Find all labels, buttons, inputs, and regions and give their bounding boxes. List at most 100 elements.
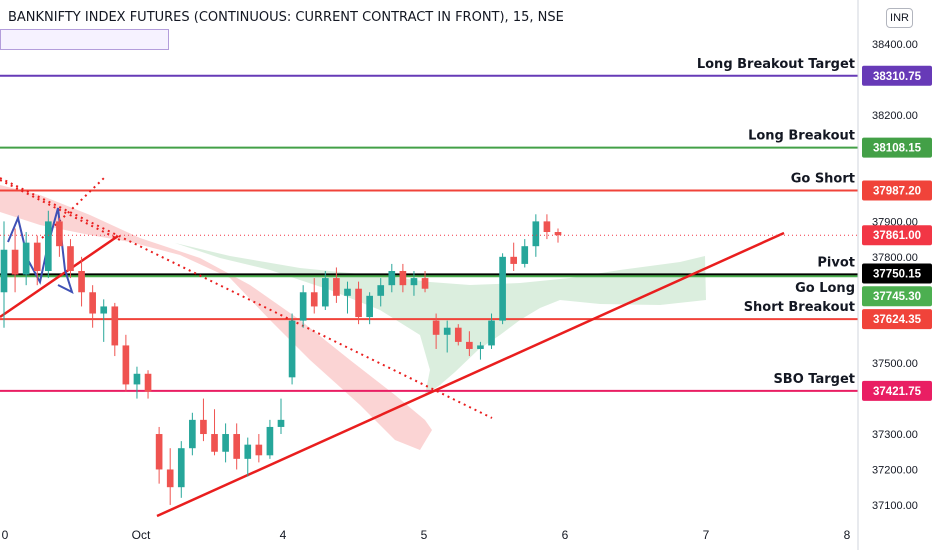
bearish-cloud bbox=[0, 185, 432, 450]
candle-body bbox=[89, 292, 96, 314]
candle-body bbox=[122, 345, 130, 385]
candle-body bbox=[454, 327, 462, 342]
price-tag-label: 38310.75 bbox=[873, 71, 922, 83]
candle-body bbox=[355, 288, 362, 318]
candle-body bbox=[67, 246, 74, 271]
candle-body bbox=[255, 444, 263, 456]
candle-body bbox=[233, 434, 241, 459]
candle-body bbox=[200, 419, 207, 435]
candle-body bbox=[410, 278, 418, 286]
candle-body bbox=[477, 345, 484, 349]
candle-body bbox=[554, 232, 562, 236]
candle-body bbox=[543, 221, 551, 233]
x-tick-label: Oct bbox=[132, 528, 151, 542]
level-label: SBO Target bbox=[773, 372, 855, 387]
last-price-tag-label: 37861.00 bbox=[873, 230, 921, 242]
y-tick-label: 38200.00 bbox=[872, 110, 918, 122]
candle-body bbox=[421, 278, 429, 289]
y-tick-label: 37300.00 bbox=[872, 429, 918, 441]
dotted-channel-top bbox=[0, 179, 121, 241]
price-tag bbox=[862, 380, 932, 401]
y-tick-label: 37100.00 bbox=[872, 500, 918, 512]
last-price-tag bbox=[862, 225, 932, 246]
candle-body bbox=[56, 221, 63, 247]
candle-body bbox=[11, 249, 19, 275]
candle-body bbox=[366, 295, 373, 318]
candle-body bbox=[44, 221, 52, 271]
descending-dotted-trendline bbox=[0, 177, 493, 419]
candle-body bbox=[33, 242, 41, 271]
candle-body bbox=[189, 419, 196, 449]
candle-body bbox=[78, 271, 85, 293]
candle-body bbox=[499, 256, 506, 321]
candle-body bbox=[466, 341, 473, 349]
candle-body bbox=[432, 320, 440, 335]
drawings bbox=[0, 176, 785, 518]
y-tick-label: 37800.00 bbox=[872, 252, 918, 264]
level-labels: Long Breakout Target Long Breakout Go Shor… bbox=[697, 57, 855, 387]
level-label: Short Breakout bbox=[744, 300, 855, 315]
candle-body bbox=[0, 249, 8, 293]
ascending-trendline bbox=[156, 231, 785, 518]
candle-body bbox=[166, 469, 174, 488]
candle-body bbox=[22, 242, 30, 275]
candle-body bbox=[266, 426, 274, 456]
price-tag-label: 37745.30 bbox=[873, 291, 921, 303]
candle-body bbox=[133, 373, 141, 385]
candle-body bbox=[299, 292, 307, 321]
dotted-ray bbox=[41, 176, 106, 239]
price-tag bbox=[862, 180, 932, 201]
x-tick-label: 7 bbox=[703, 528, 710, 542]
candles bbox=[0, 210, 562, 505]
x-tick-label: 4 bbox=[280, 528, 287, 542]
candle-body bbox=[288, 320, 296, 378]
level-label: Go Long bbox=[795, 281, 855, 296]
candle-body bbox=[111, 306, 119, 346]
candle-body bbox=[388, 271, 396, 286]
level-label: Pivot bbox=[817, 255, 855, 270]
left-trendline bbox=[0, 234, 119, 319]
price-tag-label: 37750.15 bbox=[873, 268, 922, 280]
candle-body bbox=[377, 285, 385, 296]
candle-body bbox=[155, 434, 163, 470]
x-tick-label: 0 bbox=[2, 528, 9, 542]
price-tag bbox=[862, 65, 932, 86]
x-tick-label: 5 bbox=[421, 528, 428, 542]
cloud-layer bbox=[0, 185, 706, 450]
candle-body bbox=[222, 434, 229, 452]
y-tick-label: 37500.00 bbox=[872, 358, 918, 370]
price-tag bbox=[862, 309, 932, 330]
indicator-legend-box[interactable] bbox=[0, 29, 169, 50]
chart-title: BANKNIFTY INDEX FUTURES (CONTINUOUS: CUR… bbox=[8, 10, 564, 25]
price-tag bbox=[862, 263, 932, 284]
y-tick-label: 38400.00 bbox=[872, 39, 918, 51]
level-label: Go Short bbox=[791, 171, 855, 186]
price-tag-label: 38108.15 bbox=[873, 143, 922, 155]
level-label: Long Breakout Target bbox=[697, 57, 855, 72]
price-tag-label: 37421.75 bbox=[873, 386, 922, 398]
price-tag-label: 37987.20 bbox=[873, 185, 921, 197]
currency-button[interactable]: INR bbox=[886, 8, 913, 28]
candle-body bbox=[344, 288, 351, 296]
candle-body bbox=[532, 221, 540, 247]
candle-body bbox=[211, 434, 218, 452]
candle-body bbox=[333, 278, 340, 296]
y-tick-label: 37200.00 bbox=[872, 464, 918, 476]
level-label: Long Breakout bbox=[748, 129, 855, 144]
price-tag bbox=[862, 286, 932, 307]
x-tick-label: 6 bbox=[562, 528, 569, 542]
candle-body bbox=[521, 246, 529, 264]
candle-body bbox=[321, 278, 329, 307]
candle-body bbox=[144, 373, 152, 392]
candle-body bbox=[488, 320, 495, 346]
y-axis: 38400.0038200.0037900.0037800.0037500.00… bbox=[857, 0, 918, 550]
level-lines bbox=[0, 74, 858, 392]
candle-body bbox=[244, 444, 252, 459]
price-tags: 38310.75 38108.15 37987.20 37750.15 37745.30… bbox=[862, 65, 932, 401]
candle-body bbox=[443, 327, 451, 335]
x-tick-label: 8 bbox=[844, 528, 851, 542]
candle-body bbox=[277, 419, 285, 427]
price-tag-label: 37624.35 bbox=[873, 314, 922, 326]
